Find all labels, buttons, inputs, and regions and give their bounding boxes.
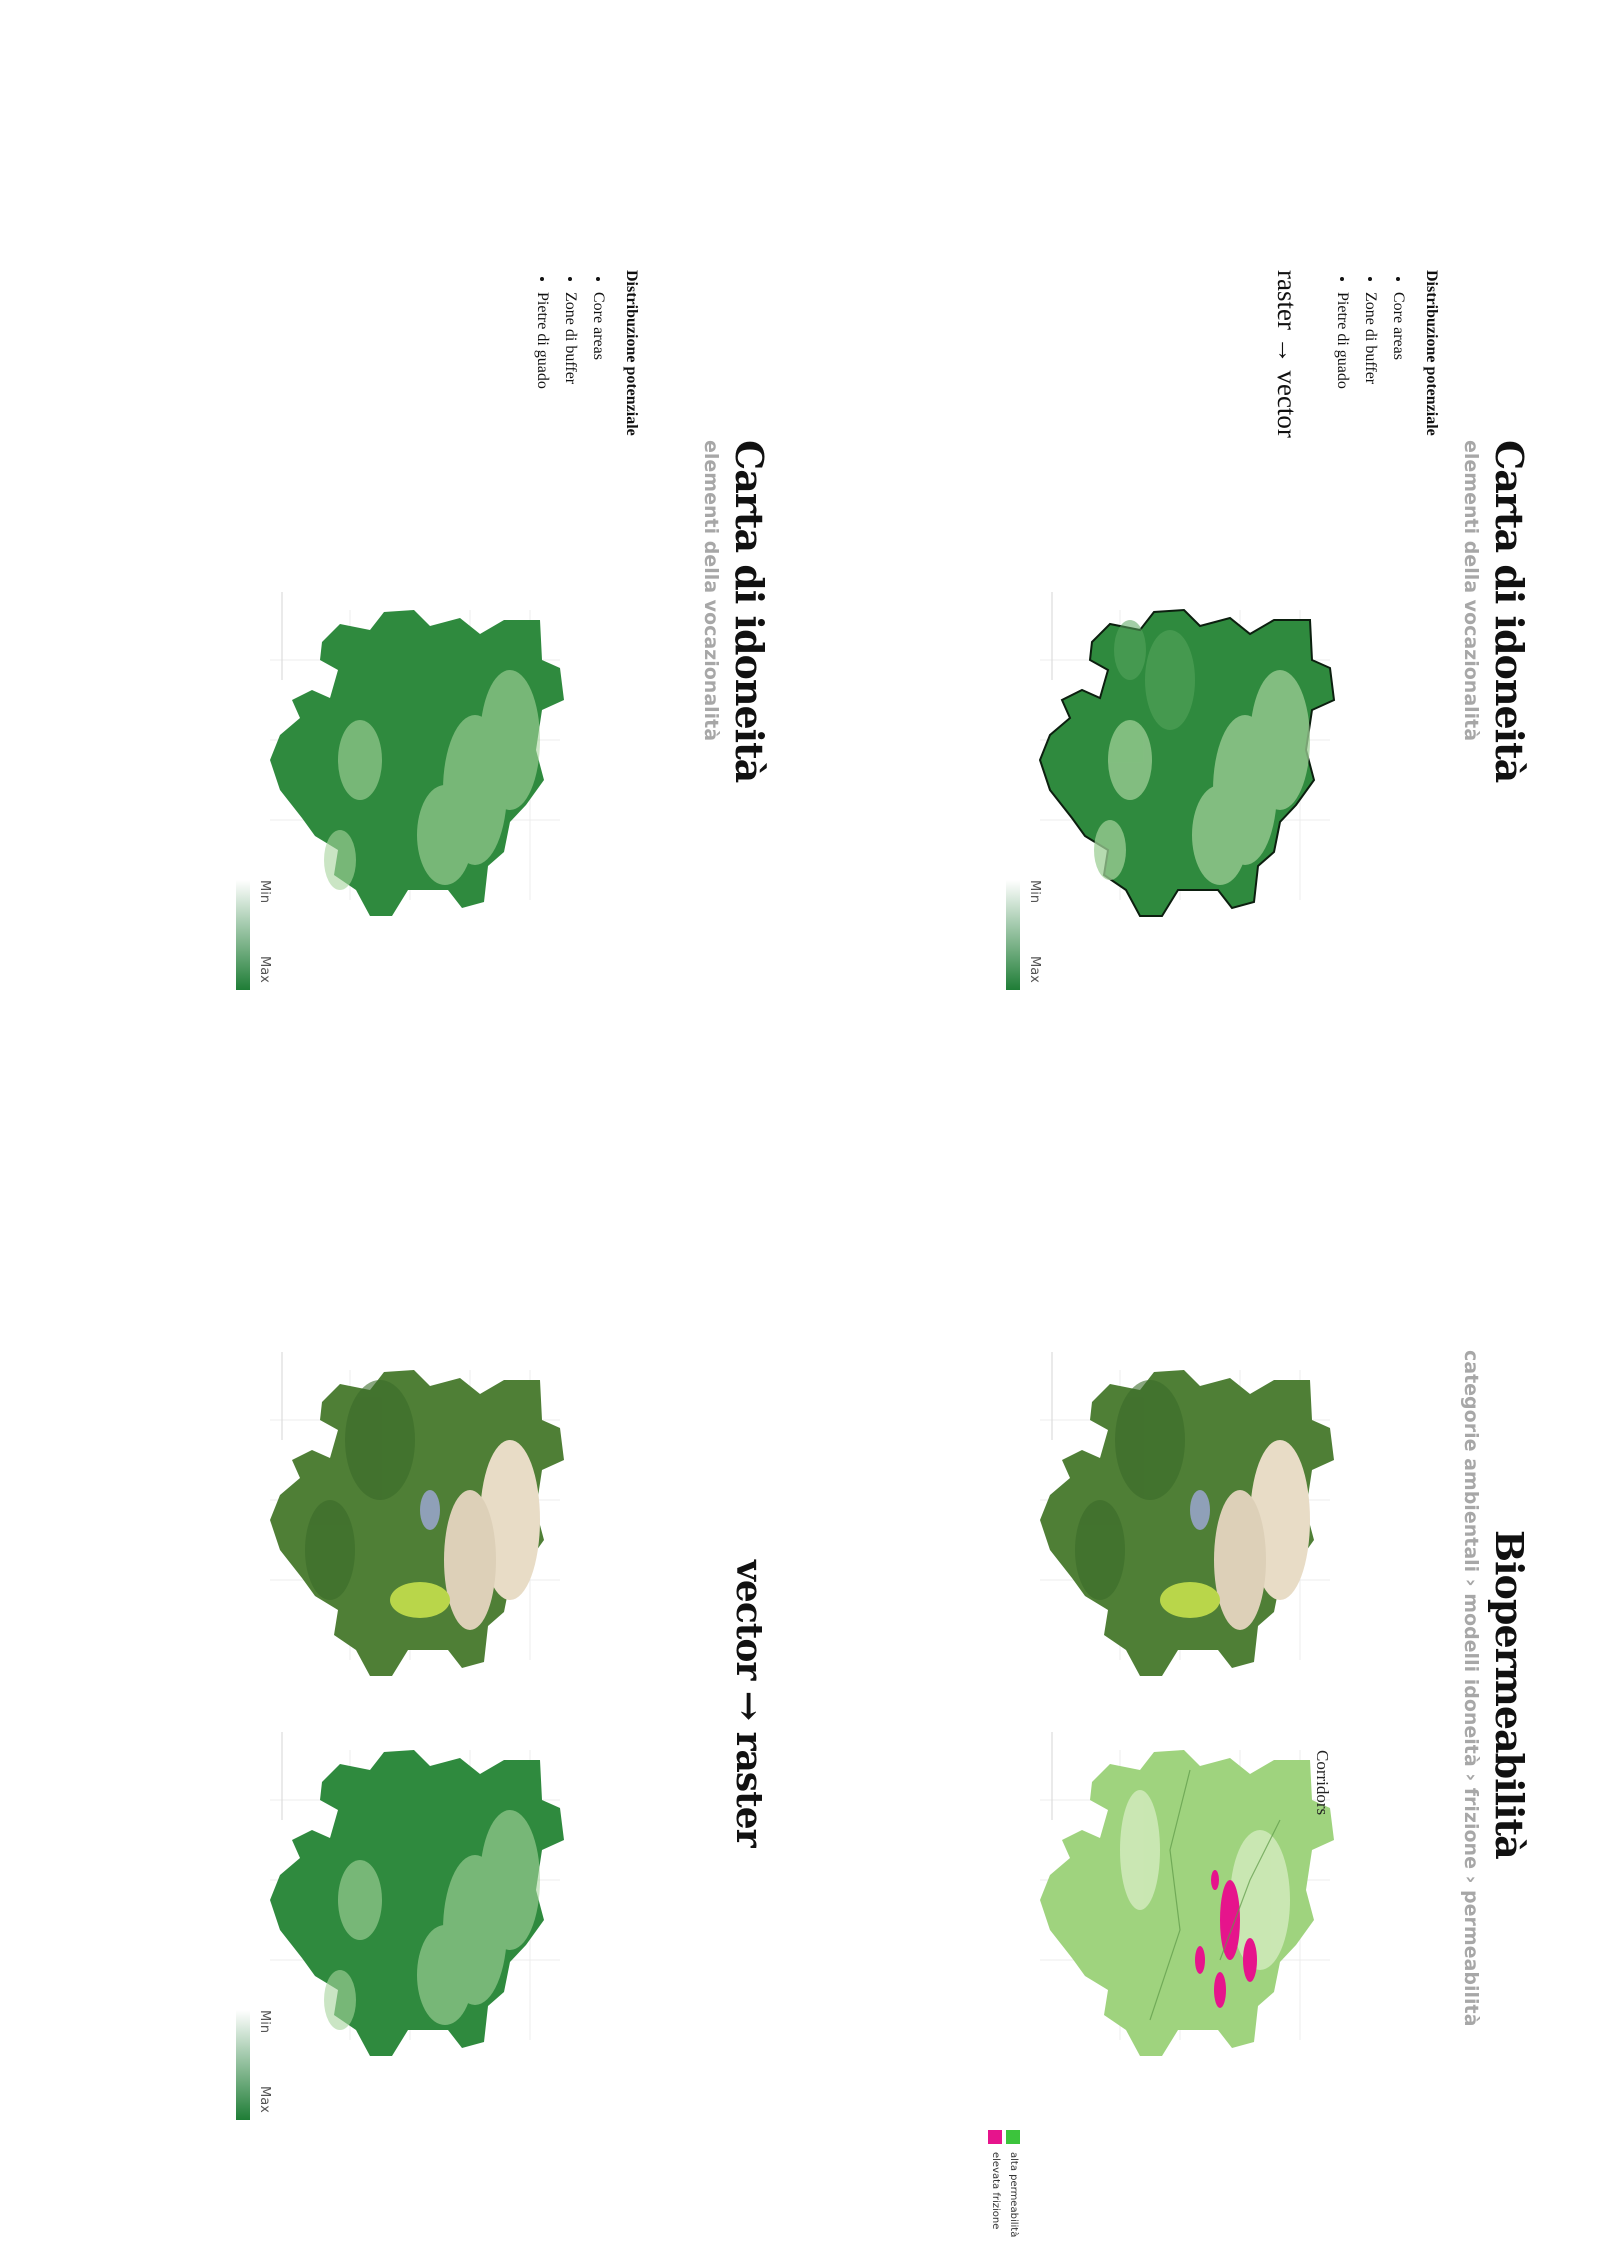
legend-min-label: Min [1027,880,1042,904]
suitability-legend-bar [1006,880,1020,990]
corridor-lines [1149,1769,1281,2021]
page-subtitle: elementi della vocazionalità [700,440,722,742]
high-suitability-patches [324,1810,540,2030]
list-heading: Distribuzione potenziale [623,270,640,436]
list-item: Core areas [1384,292,1412,389]
forest-areas [305,1380,415,1600]
legend-min-label: Min [257,2010,272,2034]
bullet-list: Core areas Zone di buffer Pietre di guad… [1328,270,1412,389]
legend-max-label: Max [1027,956,1042,983]
legend-swatch-high-permeability [1006,2130,1020,2144]
high-friction-areas [1195,1870,1257,2008]
legend-label-high-permeability: alta permeabilità [1008,2152,1019,2238]
permeability-surface [1040,1750,1334,2056]
suitability-map-vector [1038,592,1336,917]
panel-biopermeability: Biopermeabilità categorie ambientali › m… [800,1130,1600,2264]
legend-label-high-friction: elevata frizione [990,2152,1001,2230]
land-cover-map [270,1352,564,1676]
medium-permeability [1120,1790,1290,1970]
list-item: Pietre di guado [1328,292,1356,389]
urban-areas [390,1440,540,1630]
core-areas [1094,670,1310,885]
corridors-map [1040,1732,1334,2056]
land-cover-map [1040,1352,1334,1676]
legend-min-label: Min [257,880,272,904]
list-item: Zone di buffer [1356,292,1384,389]
panel-suitability-vector: Carta di idoneità elementi della vocazio… [800,0,1600,1130]
flow-label: raster → vector [1272,270,1302,438]
suitability-legend-bar [236,880,250,990]
legend-max-label: Max [257,956,272,983]
page-subtitle: elementi della vocazionalità [1460,440,1482,742]
legend-max-label: Max [257,2086,272,2113]
suitability-map-raster [270,1732,564,2056]
page-title: Carta di idoneità [727,440,772,783]
forest-areas [1075,1380,1185,1600]
page-title: Carta di idoneità [1487,440,1532,783]
list-item: Core areas [584,292,612,389]
page-subtitle: categorie ambientali › modelli idoneità … [1460,1350,1482,2027]
list-heading: Distribuzione potenziale [1423,270,1440,436]
flow-label: vector → raster [728,1560,770,1847]
urban-areas [1160,1440,1310,1630]
corridors-label: Corridors [1313,1750,1332,1816]
high-suitability-patches [324,670,540,890]
suitability-legend-bar [236,2010,250,2120]
list-item: Zone di buffer [556,292,584,389]
page-title: Biopermeabilità [1487,1530,1532,1859]
panel-suitability-raster: Carta di idoneità elementi della vocazio… [0,0,800,1130]
buffer-zones [1114,620,1195,730]
list-item: Pietre di guado [528,292,556,389]
panel-vector-to-raster: vector → raster [0,1130,800,2264]
suitability-map-raster [270,592,564,916]
legend-swatch-high-friction [988,2130,1002,2144]
bullet-list: Core areas Zone di buffer Pietre di guad… [528,270,612,389]
